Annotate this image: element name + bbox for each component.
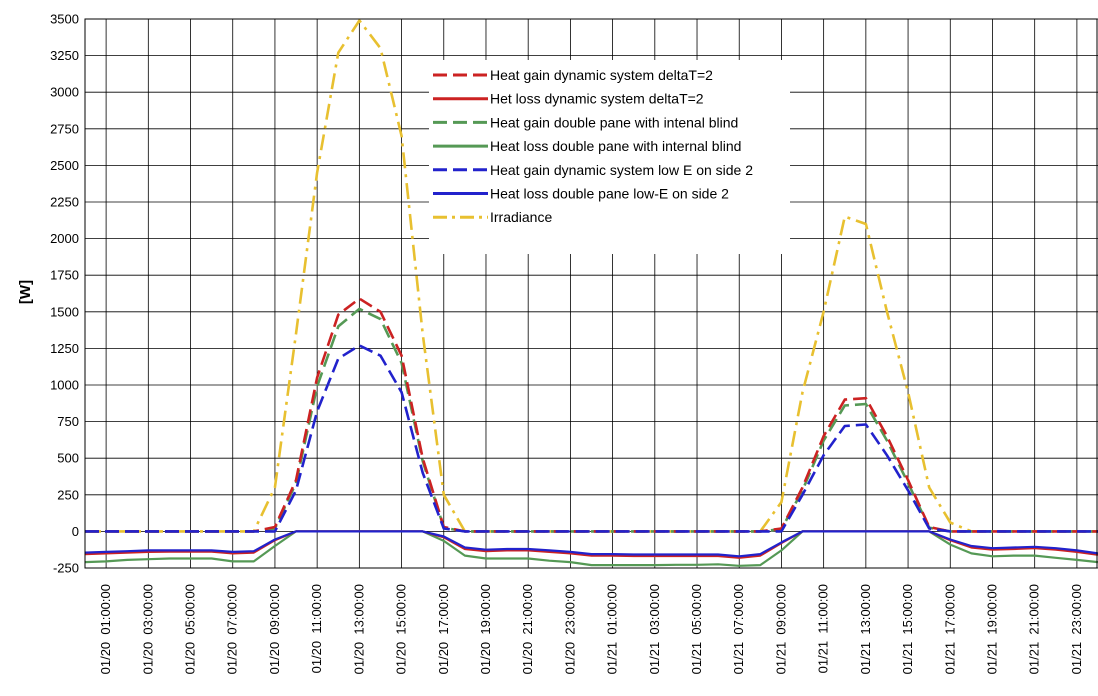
x-tick-label: 01/20 03:00:00 bbox=[140, 584, 155, 674]
x-tick-label: 01/20 11:00:00 bbox=[309, 584, 324, 673]
legend-label: Heat gain double pane with intenal blind bbox=[490, 114, 738, 130]
x-tick-label: 01/21 05:00:00 bbox=[689, 584, 704, 674]
y-tick-label: 3250 bbox=[50, 48, 79, 63]
x-tick-label: 01/20 09:00:00 bbox=[267, 584, 282, 674]
x-tick-label: 01/20 13:00:00 bbox=[351, 584, 366, 674]
series-line-0 bbox=[85, 297, 1098, 533]
x-tick-label: 01/21 19:00:00 bbox=[984, 584, 999, 674]
y-tick-label: 750 bbox=[57, 414, 79, 429]
x-tick-label: 01/20 15:00:00 bbox=[394, 584, 409, 674]
legend-label: Het loss dynamic system deltaT=2 bbox=[490, 91, 704, 107]
x-tick-label: 01/20 17:00:00 bbox=[436, 584, 451, 674]
x-tick-label: 01/21 23:00:00 bbox=[1069, 584, 1084, 674]
x-tick-label: 01/20 21:00:00 bbox=[520, 584, 535, 674]
y-tick-label: 0 bbox=[72, 524, 79, 539]
series-line-3 bbox=[84, 530, 1098, 567]
x-axis-ticks: 01/20 01:00:00 01/20 03:00:00 01/20 05:00:… bbox=[98, 584, 1084, 674]
y-axis-label: [W] bbox=[17, 280, 34, 304]
legend-label: Heat gain dynamic system deltaT=2 bbox=[490, 67, 713, 83]
y-tick-label: 2250 bbox=[50, 195, 79, 210]
x-tick-label: 01/21 21:00:00 bbox=[1027, 584, 1042, 674]
y-tick-label: 3500 bbox=[50, 12, 79, 27]
y-tick-label: -250 bbox=[53, 561, 79, 576]
y-tick-label: 250 bbox=[57, 487, 79, 502]
series-line-4 bbox=[85, 344, 1098, 533]
y-axis-ticks: -250 0 250 500 750 1000 1250 1500 1750 2000 2250 25… bbox=[50, 12, 79, 576]
plot-frame bbox=[84, 18, 1098, 569]
legend-label: Heat loss double pane low-E on side 2 bbox=[490, 186, 729, 202]
series-lines bbox=[84, 19, 1098, 567]
legend-box bbox=[429, 60, 790, 254]
y-tick-label: 2000 bbox=[50, 231, 79, 246]
x-tick-label: 01/20 07:00:00 bbox=[225, 584, 240, 674]
y-tick-label: 500 bbox=[57, 451, 79, 466]
y-tick-label: 1250 bbox=[50, 341, 79, 356]
y-tick-label: 2500 bbox=[50, 158, 79, 173]
legend-label: Irradiance bbox=[490, 209, 552, 225]
x-tick-label: 01/21 17:00:00 bbox=[942, 584, 957, 674]
series-line-2 bbox=[85, 307, 1098, 533]
x-tick-label: 01/20 19:00:00 bbox=[478, 584, 493, 674]
y-tick-label: 3000 bbox=[50, 85, 79, 100]
x-tick-label: 01/20 05:00:00 bbox=[183, 584, 198, 674]
series-line-5 bbox=[84, 530, 1098, 558]
x-tick-label: 01/21 13:00:00 bbox=[858, 584, 873, 674]
x-tick-label: 01/21 01:00:00 bbox=[605, 584, 620, 674]
legend-label: Heat gain dynamic system low E on side 2 bbox=[490, 162, 753, 178]
x-tick-label: 01/20 23:00:00 bbox=[562, 584, 577, 674]
y-tick-label: 1500 bbox=[50, 304, 79, 319]
y-tick-label: 2750 bbox=[50, 121, 79, 136]
x-tick-label: 01/21 15:00:00 bbox=[900, 584, 915, 674]
y-tick-label: 1750 bbox=[50, 268, 79, 283]
x-tick-label: 01/20 01:00:00 bbox=[98, 584, 113, 674]
x-tick-label: 01/21 09:00:00 bbox=[773, 584, 788, 674]
y-tick-label: 1000 bbox=[50, 378, 79, 393]
legend: Heat gain dynamic system deltaT=2 Het los… bbox=[429, 60, 790, 254]
x-tick-label: 01/21 11:00:00 bbox=[816, 584, 831, 673]
x-tick-label: 01/21 03:00:00 bbox=[647, 584, 662, 674]
legend-label: Heat loss double pane with internal blin… bbox=[490, 138, 741, 154]
x-tick-label: 01/21 07:00:00 bbox=[731, 584, 746, 674]
